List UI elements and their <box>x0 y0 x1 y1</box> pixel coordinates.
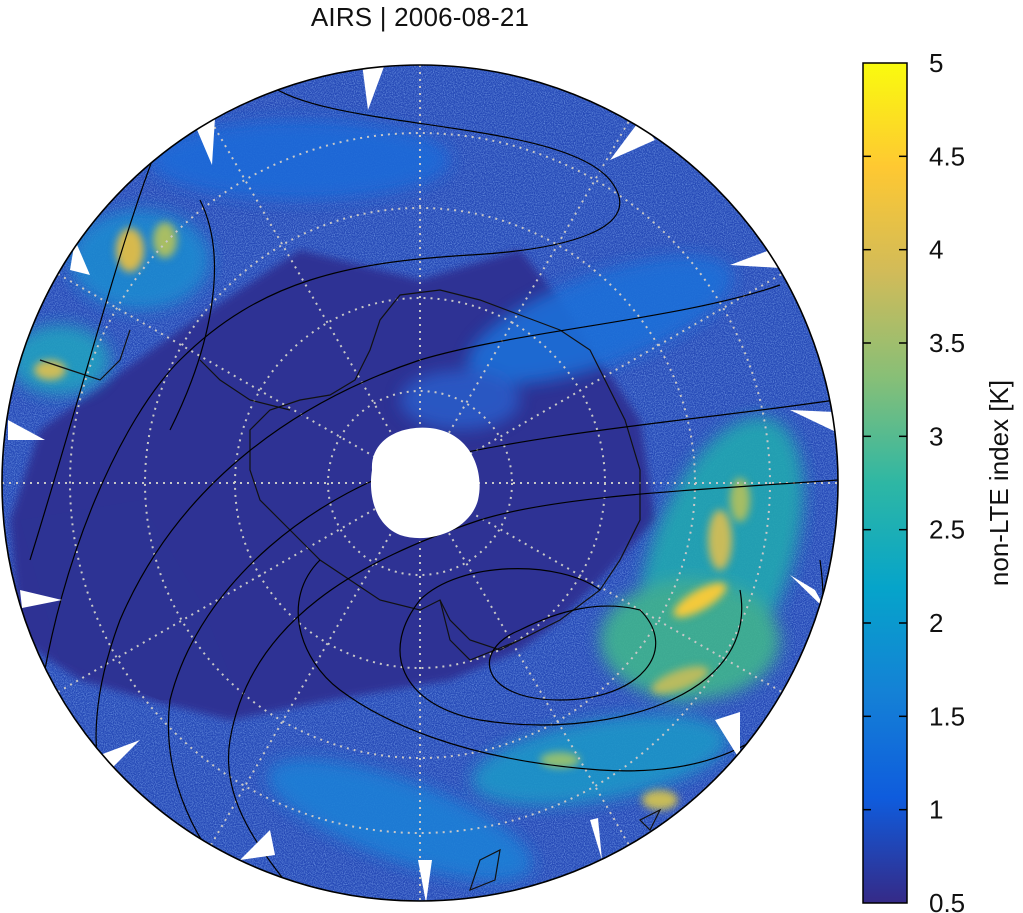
colorbar-tick-label: 2.5 <box>929 515 965 545</box>
map-border <box>1 64 839 902</box>
graticule <box>2 65 838 901</box>
coastlines <box>39 289 662 892</box>
colorbar-tick-label: 5 <box>929 48 943 78</box>
colorbar-label: non-LTE index [K] <box>984 380 1014 586</box>
polar-gap <box>370 427 480 539</box>
polar-map <box>1 64 839 903</box>
colorbar-tick-label: 1 <box>929 795 943 825</box>
colorbar-tick-label: 3 <box>929 421 943 451</box>
colorbar-tick-label: 1.5 <box>929 701 965 731</box>
colorbar-ramp <box>862 62 908 904</box>
colorbar-ticks: 0.5 1 1.5 2 2.5 3 3.5 4 4.5 5 <box>863 48 965 913</box>
colorbar-tick-label: 0.5 <box>929 888 965 913</box>
colorbar-tick-label: 2 <box>929 608 943 638</box>
colorbar-tick-label: 4 <box>929 235 943 265</box>
wave-hotspots <box>34 222 750 810</box>
plot-title: AIRS | 2006-08-21 <box>310 2 530 32</box>
data-gaps <box>8 64 836 903</box>
colorbar-tick-label: 4.5 <box>929 141 965 171</box>
colorbar-tick-label: 3.5 <box>929 328 965 358</box>
